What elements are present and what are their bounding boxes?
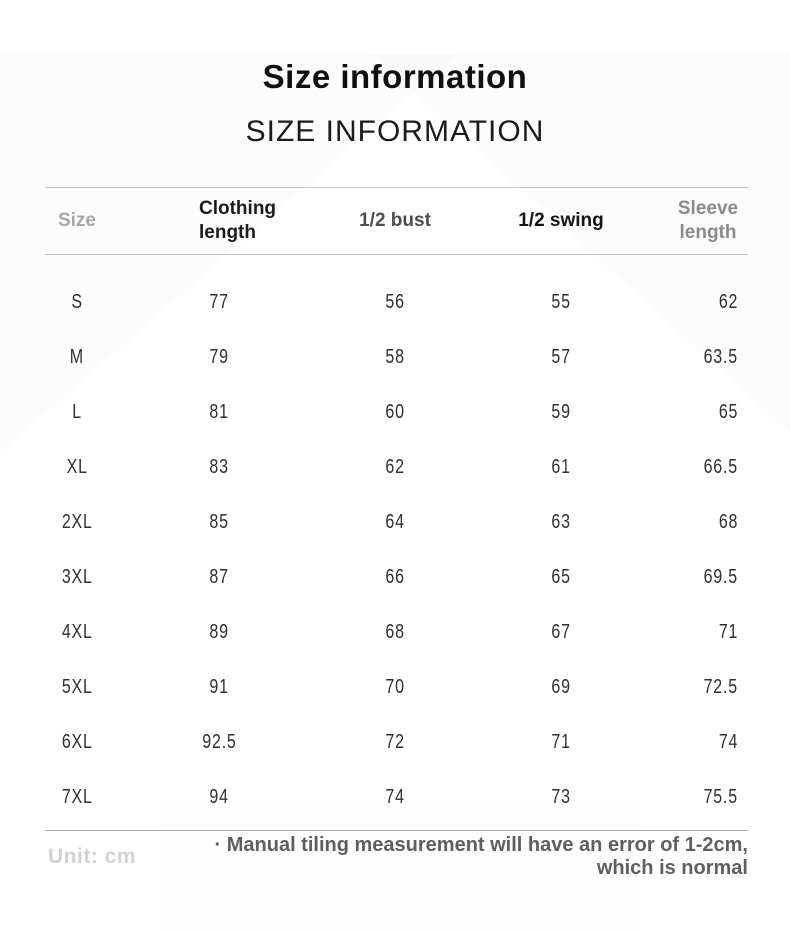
- size-chart-page: Size information SIZE INFORMATION Size C…: [0, 54, 790, 930]
- clothing-length-cell: 77: [209, 291, 229, 313]
- column-header-half-swing: 1/2 swing: [518, 209, 604, 231]
- table-row: L 81 60 59 65: [45, 385, 748, 440]
- measurement-note-line-1: · Manual tiling measurement will have an…: [214, 834, 748, 856]
- sleeve-length-cell: 69.5: [703, 566, 738, 588]
- size-cell: 5XL: [61, 676, 93, 698]
- half-swing-cell: 67: [551, 621, 571, 643]
- table-row: XL 83 62 61 66.5: [45, 440, 748, 495]
- footer: Unit: cm · Manual tiling measurement wil…: [45, 830, 748, 880]
- half-bust-cell: 60: [385, 401, 405, 423]
- half-swing-cell: 73: [551, 786, 571, 808]
- half-swing-cell: 61: [551, 456, 571, 478]
- clothing-length-cell: 83: [209, 456, 229, 478]
- sleeve-length-cell: 62: [718, 291, 738, 313]
- table-row: S 77 56 55 62: [45, 275, 748, 330]
- table-row: 6XL 92.5 72 71 74: [45, 715, 748, 770]
- measurement-note: · Manual tiling measurement will have an…: [136, 831, 748, 880]
- sleeve-length-cell: 75.5: [703, 786, 738, 808]
- half-bust-cell: 58: [385, 346, 405, 368]
- half-bust-cell: 74: [385, 786, 405, 808]
- half-bust-cell: 64: [385, 511, 405, 533]
- table-row: 7XL 94 74 73 75.5: [45, 770, 748, 825]
- page-subtitle: SIZE INFORMATION: [245, 115, 545, 148]
- size-cell: 6XL: [61, 731, 93, 753]
- size-cell: 3XL: [61, 566, 93, 588]
- half-swing-cell: 63: [551, 511, 571, 533]
- sleeve-length-cell: 63.5: [703, 346, 738, 368]
- sleeve-length-cell: 65: [718, 401, 738, 423]
- half-swing-cell: 59: [551, 401, 571, 423]
- size-cell: M: [69, 346, 85, 368]
- clothing-length-cell: 89: [209, 621, 229, 643]
- table-row: 4XL 89 68 67 71: [45, 605, 748, 660]
- clothing-length-cell: 94: [209, 786, 229, 808]
- table-row: 5XL 91 70 69 72.5: [45, 660, 748, 715]
- clothing-length-cell: 85: [209, 511, 229, 533]
- clothing-length-cell: 79: [209, 346, 229, 368]
- half-bust-cell: 56: [385, 291, 405, 313]
- size-table: Size Clothing length 1/2 bust 1/2 swing …: [45, 187, 748, 825]
- sleeve-length-cell: 68: [718, 511, 738, 533]
- table-body: S 77 56 55 62 M 79 58 57 63.5 L 81 60 59 65 XL 83 62 61 66.…: [45, 255, 748, 825]
- sleeve-length-cell: 71: [718, 621, 738, 643]
- size-cell: S: [71, 291, 83, 313]
- size-cell: XL: [66, 456, 88, 478]
- half-swing-cell: 55: [551, 291, 571, 313]
- half-bust-cell: 70: [385, 676, 405, 698]
- sleeve-length-cell: 72.5: [703, 676, 738, 698]
- table-row: 2XL 85 64 63 68: [45, 495, 748, 550]
- column-header-clothing-length: Clothing length: [199, 198, 277, 243]
- clothing-length-cell: 92.5: [201, 731, 237, 753]
- measurement-note-line-2: which is normal: [596, 857, 748, 879]
- clothing-length-cell: 87: [209, 566, 229, 588]
- half-swing-cell: 71: [551, 731, 571, 753]
- half-bust-cell: 62: [385, 456, 405, 478]
- size-cell: 7XL: [61, 786, 93, 808]
- column-header-half-bust: 1/2 bust: [359, 209, 431, 231]
- size-cell: 2XL: [61, 511, 93, 533]
- half-swing-cell: 57: [551, 346, 571, 368]
- size-cell: 4XL: [61, 621, 93, 643]
- half-bust-cell: 72: [385, 731, 405, 753]
- size-cell: L: [72, 401, 82, 423]
- clothing-length-cell: 81: [209, 401, 229, 423]
- page-title: Size information: [262, 58, 528, 95]
- sleeve-length-cell: 74: [718, 731, 738, 753]
- sleeve-length-cell: 66.5: [703, 456, 738, 478]
- clothing-length-cell: 91: [209, 676, 229, 698]
- column-header-size: Size: [57, 209, 97, 231]
- table-header-row: Size Clothing length 1/2 bust 1/2 swing …: [45, 187, 748, 255]
- half-swing-cell: 69: [551, 676, 571, 698]
- table-row: 3XL 87 66 65 69.5: [45, 550, 748, 605]
- half-bust-cell: 68: [385, 621, 405, 643]
- column-header-sleeve-length: Sleeve length: [677, 198, 739, 243]
- unit-label: Unit: cm: [48, 845, 136, 868]
- half-bust-cell: 66: [385, 566, 405, 588]
- half-swing-cell: 65: [551, 566, 571, 588]
- table-row: M 79 58 57 63.5: [45, 330, 748, 385]
